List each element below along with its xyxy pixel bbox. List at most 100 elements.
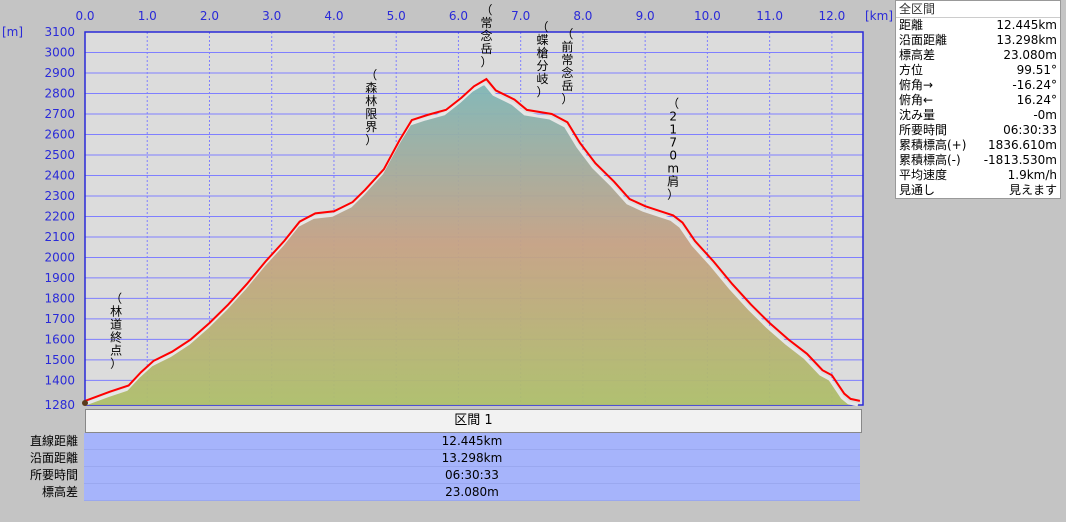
x-tick-label: 1.0	[138, 9, 157, 23]
svg-text:（蝶槍分岐）: （蝶槍分岐）	[536, 20, 548, 99]
stats-label: 標高差	[899, 48, 936, 62]
stats-row: 方位 99.51°	[896, 63, 1060, 78]
elevation-profile-chart: 0.0 1.0 2.0 3.0 4.0 5.0 6.0 7.0 8.0 9.0 10.0 11.0 12…	[2, 3, 893, 410]
y-tick-label: 2700	[44, 107, 75, 121]
peak-annotation-label: （常念岳）	[480, 3, 492, 69]
y-tick-label: 3100	[44, 25, 75, 39]
section-value: 12.445km	[84, 433, 860, 450]
stats-value: 13.298km	[996, 33, 1057, 47]
y-tick-label: 1400	[44, 373, 75, 387]
elevation-line	[84, 77, 861, 402]
stats-panel-title: 全区間	[896, 1, 1060, 18]
stats-row: 俯角← 16.24°	[896, 93, 1060, 108]
stats-row: 標高差 23.080m	[896, 48, 1060, 63]
elevation-area	[83, 83, 860, 405]
start-marker-icon	[82, 400, 88, 406]
section-label: 沿面距離	[29, 451, 78, 465]
stats-row: 所要時間 06:30:33	[896, 123, 1060, 138]
x-unit-label: [km]	[865, 9, 893, 23]
stats-row: 沿面距離 13.298km	[896, 33, 1060, 48]
stats-value: -0m	[1033, 108, 1057, 122]
y-tick-label: 2500	[44, 148, 75, 162]
stats-value: 12.445km	[996, 18, 1057, 32]
section-label: 標高差	[41, 485, 78, 499]
x-tick-label: 8.0	[573, 9, 592, 23]
peak-annotation-label: （前常念岳）	[561, 27, 573, 106]
svg-text:（林道終点）: （林道終点）	[110, 291, 122, 370]
stats-row: 見通し 見えます	[896, 183, 1060, 198]
section-tab[interactable]: 区間 1	[85, 409, 862, 433]
stats-row: 距離 12.445km	[896, 18, 1060, 33]
x-tick-label: 0.0	[75, 9, 94, 23]
stats-label: 沿面距離	[899, 33, 948, 47]
x-tick-label: 3.0	[262, 9, 281, 23]
section-label: 所要時間	[29, 468, 78, 482]
y-tick-label: 2300	[44, 189, 75, 203]
stats-label: 俯角←	[899, 93, 934, 107]
y-tick-label: 1600	[44, 332, 75, 346]
y-tick-label: 2800	[44, 86, 75, 100]
x-tick-label: 10.0	[694, 9, 721, 23]
section-row: 所要時間 06:30:33	[0, 467, 862, 484]
svg-text:（森林限界）: （森林限界）	[365, 68, 377, 147]
y-tick-label: 3000	[44, 45, 75, 59]
section-value: 06:30:33	[84, 467, 860, 484]
elevation-shadow-line	[82, 81, 859, 407]
peak-annotation-label: （蝶槍分岐）	[536, 20, 548, 99]
x-tick-label: 6.0	[449, 9, 468, 23]
stats-value: 1836.610m	[988, 138, 1057, 152]
stats-value: 23.080m	[1003, 48, 1057, 62]
y-tick-label: 1700	[44, 312, 75, 326]
x-tick-label: 7.0	[511, 9, 530, 23]
stats-row: 沈み量 -0m	[896, 108, 1060, 123]
stats-value: -16.24°	[1012, 78, 1057, 92]
stats-value: 見えます	[1008, 183, 1057, 197]
stats-label: 見通し	[899, 183, 936, 197]
y-tick-label: 1500	[44, 353, 75, 367]
stats-label: 沈み量	[899, 108, 936, 122]
x-tick-label: 12.0	[819, 9, 846, 23]
stats-panel: 全区間 距離 12.445km 沿面距離 13.298km 標高差 23.080m 方位 99…	[895, 0, 1061, 199]
stats-row: 平均速度 1.9km/h	[896, 168, 1060, 183]
section-table: 直線距離 12.445km 沿面距離 13.298km 所要時間 06:30:33 標高差 2…	[0, 433, 862, 501]
peak-annotation-label: （林道終点）	[110, 291, 122, 370]
y-tick-label: 2200	[44, 209, 75, 223]
section-row: 沿面距離 13.298km	[0, 450, 862, 467]
x-tick-label: 5.0	[387, 9, 406, 23]
section-label: 直線距離	[29, 434, 78, 448]
y-tick-label: 1280	[44, 398, 75, 410]
x-tick-label: 4.0	[324, 9, 343, 23]
x-tick-label: 9.0	[636, 9, 655, 23]
stats-value: 99.51°	[1016, 63, 1057, 77]
y-tick-label: 2400	[44, 168, 75, 182]
stats-label: 平均速度	[899, 168, 948, 182]
stats-value: 16.24°	[1016, 93, 1057, 107]
stats-label: 距離	[899, 18, 924, 32]
x-tick-label: 11.0	[756, 9, 783, 23]
stats-value: -1813.530m	[983, 153, 1057, 167]
y-tick-label: 1800	[44, 291, 75, 305]
y-tick-label: 2000	[44, 250, 75, 264]
x-tick-label: 2.0	[200, 9, 219, 23]
y-tick-label: 2900	[44, 66, 75, 80]
section-value: 13.298km	[84, 450, 860, 467]
svg-text:（前常念岳）: （前常念岳）	[561, 27, 573, 106]
stats-label: 俯角→	[899, 78, 934, 92]
stats-row: 累積標高(-) -1813.530m	[896, 153, 1060, 168]
section-row: 標高差 23.080m	[0, 484, 862, 501]
y-tick-label: 2600	[44, 127, 75, 141]
peak-annotation-label: （森林限界）	[365, 68, 377, 147]
stats-label: 累積標高(+)	[899, 138, 967, 152]
stats-row: 俯角→ -16.24°	[896, 78, 1060, 93]
svg-text:（常念岳）: （常念岳）	[480, 3, 492, 69]
y-tick-label: 2100	[44, 230, 75, 244]
stats-row: 累積標高(+) 1836.610m	[896, 138, 1060, 153]
section-row: 直線距離 12.445km	[0, 433, 862, 450]
stats-label: 累積標高(-)	[899, 153, 961, 167]
section-value: 23.080m	[84, 484, 860, 501]
stats-value: 06:30:33	[1003, 123, 1057, 137]
y-tick-label: 1900	[44, 271, 75, 285]
stats-label: 所要時間	[899, 123, 948, 137]
y-unit-label: [m]	[2, 25, 23, 39]
